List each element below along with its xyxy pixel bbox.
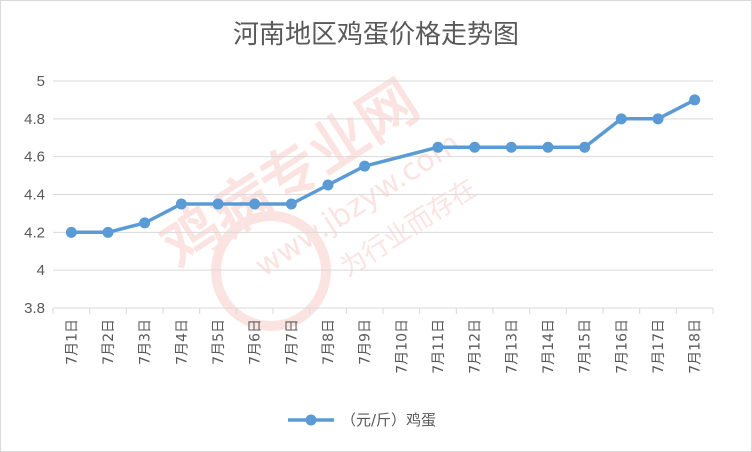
x-axis: 7月1日 7月2日 7月3日 7月4日 7月5日 7月6日 7月7日 7月8日 7月9日 7月10…	[52, 308, 714, 374]
x-tick-label: 7月7日	[284, 319, 300, 365]
chart-title: 河南地区鸡蛋价格走势图	[233, 20, 519, 50]
data-point	[542, 141, 554, 153]
data-point	[505, 141, 517, 153]
data-point	[65, 226, 77, 238]
data-point	[689, 94, 701, 106]
data-point	[212, 198, 224, 210]
y-tick-label: 4.6	[24, 149, 45, 166]
x-tick-label: 7月16日	[614, 319, 630, 374]
data-point	[359, 160, 371, 172]
data-point	[469, 141, 481, 153]
y-tick-label: 3.8	[24, 300, 45, 317]
data-point	[322, 179, 334, 191]
data-point	[652, 113, 664, 125]
legend-swatch-marker	[305, 414, 317, 426]
y-tick-label: 4.2	[24, 224, 45, 241]
x-tick-label: 7月9日	[358, 319, 374, 365]
x-tick-label: 7月5日	[211, 319, 227, 365]
data-point	[175, 198, 187, 210]
legend-label: （元/斤）鸡蛋	[341, 411, 436, 429]
data-point	[615, 113, 627, 125]
data-point	[432, 141, 444, 153]
x-tick-label: 7月18日	[688, 319, 704, 374]
data-point	[249, 198, 261, 210]
watermark: 鸡病专业网 www.jbzyw.com 为行业而存在	[150, 67, 482, 331]
x-tick-label: 7月8日	[321, 319, 337, 365]
x-tick-label: 7月13日	[504, 319, 520, 374]
x-tick-label: 7月14日	[541, 319, 557, 374]
data-point	[579, 141, 591, 153]
x-tick-label: 7月12日	[468, 319, 484, 374]
data-point	[139, 217, 151, 229]
series-layer	[65, 94, 701, 238]
x-tick-label: 7月10日	[394, 319, 410, 374]
data-point	[102, 226, 114, 238]
y-tick-label: 4.4	[24, 187, 45, 204]
y-axis: 3.8 4 4.2 4.4 4.6 4.8 5	[24, 73, 45, 317]
watermark-logo-shape	[211, 211, 331, 331]
x-tick-label: 7月1日	[64, 319, 80, 365]
x-tick-label: 7月3日	[138, 319, 154, 365]
x-tick-label: 7月17日	[651, 319, 667, 374]
x-tick-label: 7月6日	[248, 319, 264, 365]
x-tick-label: 7月15日	[578, 319, 594, 374]
x-tick-label: 7月4日	[174, 319, 190, 365]
y-tick-label: 4.8	[24, 111, 45, 128]
y-tick-label: 4	[37, 262, 45, 279]
legend: （元/斤）鸡蛋	[288, 411, 436, 429]
x-tick-label: 7月2日	[101, 319, 117, 365]
y-tick-label: 5	[37, 73, 45, 90]
data-point	[285, 198, 297, 210]
x-tick-label: 7月11日	[431, 319, 447, 374]
